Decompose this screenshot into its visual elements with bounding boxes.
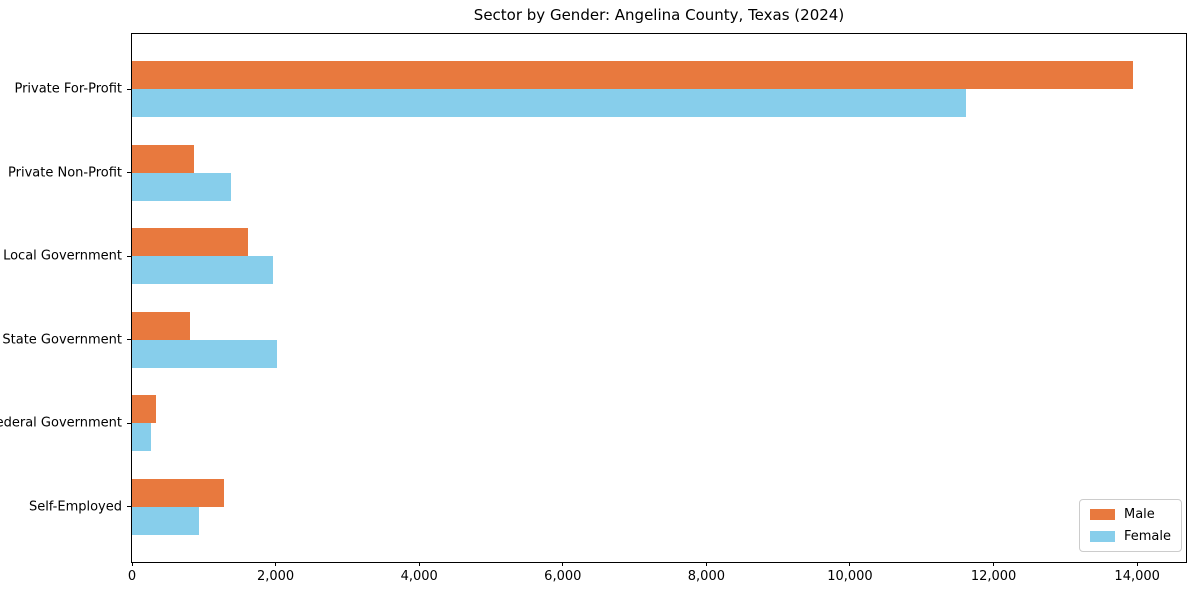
ytick-label-local-government: Local Government	[3, 248, 122, 264]
xtick-label-12-000: 12,000	[970, 569, 1017, 584]
xtick-label-10-000: 10,000	[827, 569, 873, 584]
bar-group-state-government	[132, 311, 1186, 368]
bar-male-private-for-profit	[132, 61, 1133, 90]
legend-label-male: Male	[1123, 507, 1155, 522]
bar-female-federal-government	[132, 423, 152, 452]
bar-female-local-government	[132, 256, 274, 285]
bar-female-state-government	[132, 339, 278, 368]
ytick-mark-federal-government	[127, 422, 131, 424]
ytick-mark-local-government	[127, 255, 131, 257]
xtick-mark-10-000	[849, 562, 851, 566]
legend-swatch-female	[1089, 531, 1115, 542]
legend-label-female: Female	[1123, 529, 1171, 544]
xtick-mark-12-000	[993, 562, 995, 566]
bar-group-federal-government	[132, 395, 1186, 452]
bar-group-self-employed	[132, 478, 1186, 535]
bar-group-local-government	[132, 228, 1186, 285]
bar-male-state-government	[132, 311, 191, 340]
legend-item-female: Female	[1089, 529, 1171, 544]
legend: Male Female	[1078, 499, 1182, 552]
ytick-label-state-government: State Government	[2, 332, 122, 348]
ytick-mark-private-non-profit	[127, 172, 131, 174]
xtick-label-2-000: 2,000	[256, 569, 295, 584]
bar-female-private-for-profit	[132, 89, 966, 118]
bar-male-private-non-profit	[132, 144, 195, 173]
xtick-label-0: 0	[127, 569, 137, 584]
ytick-label-self-employed: Self-Employed	[28, 499, 122, 515]
ytick-label-federal-government: Federal Government	[0, 415, 122, 431]
ytick-label-private-for-profit: Private For-Profit	[14, 81, 122, 97]
xtick-label-4-000: 4,000	[400, 569, 438, 584]
bar-female-private-non-profit	[132, 172, 232, 201]
bar-male-federal-government	[132, 395, 157, 424]
xtick-mark-2-000	[275, 562, 277, 566]
xtick-mark-14-000	[1136, 562, 1138, 566]
ytick-label-private-non-profit: Private Non-Profit	[8, 165, 122, 181]
legend-swatch-male	[1089, 509, 1115, 520]
legend-item-male: Male	[1089, 507, 1171, 522]
ytick-mark-state-government	[127, 339, 131, 341]
bar-male-local-government	[132, 228, 249, 257]
bar-female-self-employed	[132, 506, 200, 535]
xtick-label-14-000: 14,000	[1114, 569, 1160, 584]
xtick-mark-0	[131, 562, 133, 566]
xtick-label-8-000: 8,000	[687, 569, 725, 584]
bar-male-self-employed	[132, 478, 224, 507]
xtick-mark-4-000	[418, 562, 420, 566]
xtick-mark-6-000	[562, 562, 564, 566]
plot-area: Private For-Profit Private Non-Profit Loca…	[0, 33, 1187, 584]
xtick-label-6-000: 6,000	[544, 569, 582, 584]
bar-group-private-non-profit	[132, 144, 1186, 201]
xtick-mark-8-000	[705, 562, 707, 566]
ytick-mark-private-for-profit	[127, 88, 131, 90]
chart-title: Sector by Gender: Angelina County, Texas…	[473, 6, 845, 24]
ytick-mark-self-employed	[127, 506, 131, 508]
bar-group-private-for-profit	[132, 61, 1186, 118]
